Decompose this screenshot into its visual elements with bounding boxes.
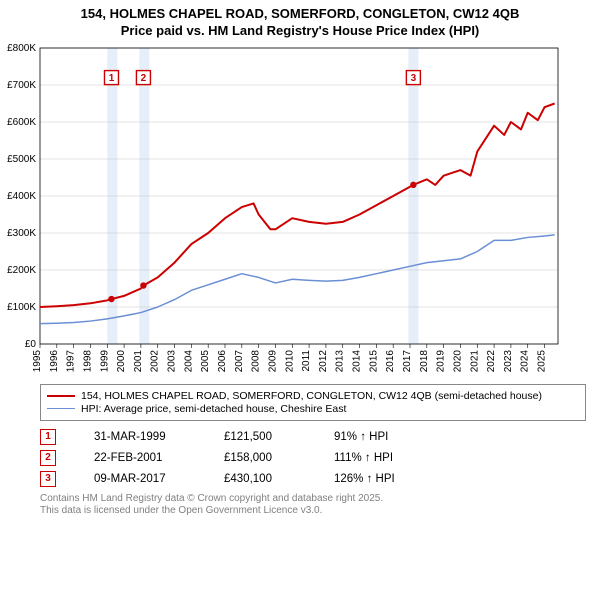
svg-text:2025: 2025 (537, 349, 548, 372)
svg-text:1998: 1998 (82, 349, 93, 372)
legend-label: 154, HOLMES CHAPEL ROAD, SOMERFORD, CONG… (81, 390, 542, 402)
svg-text:2008: 2008 (251, 349, 262, 372)
sale-marker-badge: 2 (40, 450, 56, 466)
svg-text:£600K: £600K (7, 117, 36, 128)
footer-line-1: Contains HM Land Registry data © Crown c… (40, 493, 586, 506)
legend: 154, HOLMES CHAPEL ROAD, SOMERFORD, CONG… (40, 384, 586, 421)
svg-text:£400K: £400K (7, 191, 36, 202)
sale-date: 31-MAR-1999 (94, 431, 224, 443)
svg-text:2001: 2001 (133, 349, 144, 372)
svg-text:£200K: £200K (7, 265, 36, 276)
svg-text:2024: 2024 (520, 349, 531, 372)
svg-text:3: 3 (411, 73, 417, 84)
footer-line-2: This data is licensed under the Open Gov… (40, 505, 586, 518)
svg-text:2002: 2002 (150, 349, 161, 372)
title-line-1: 154, HOLMES CHAPEL ROAD, SOMERFORD, CONG… (0, 6, 600, 23)
sale-marker-badge: 1 (40, 429, 56, 445)
title-line-2: Price paid vs. HM Land Registry's House … (0, 23, 600, 40)
svg-text:2011: 2011 (301, 349, 312, 371)
svg-text:2009: 2009 (267, 349, 278, 372)
sale-price: £430,100 (224, 473, 334, 485)
chart-container: { "title": { "line1": "154, HOLMES CHAPE… (0, 0, 600, 590)
sale-date: 09-MAR-2017 (94, 473, 224, 485)
legend-item: 154, HOLMES CHAPEL ROAD, SOMERFORD, CONG… (47, 390, 579, 402)
chart-title: 154, HOLMES CHAPEL ROAD, SOMERFORD, CONG… (0, 0, 600, 40)
svg-text:2003: 2003 (167, 349, 178, 372)
sale-pct: 91% ↑ HPI (334, 431, 454, 443)
svg-text:£700K: £700K (7, 80, 36, 91)
price-chart: £0 £100K £200K £300K £400K £500K £600K £700K £80… (0, 40, 572, 380)
svg-text:2017: 2017 (402, 349, 413, 372)
sale-price: £121,500 (224, 431, 334, 443)
legend-label: HPI: Average price, semi-detached house,… (81, 403, 346, 415)
svg-text:2012: 2012 (318, 349, 329, 372)
svg-text:1995: 1995 (32, 349, 43, 372)
svg-text:2016: 2016 (385, 349, 396, 372)
sale-row: 3 09-MAR-2017£430,100126% ↑ HPI (40, 471, 586, 487)
svg-text:2006: 2006 (217, 349, 228, 372)
svg-text:£0: £0 (25, 339, 37, 350)
footer-attribution: Contains HM Land Registry data © Crown c… (40, 493, 586, 518)
svg-text:2021: 2021 (469, 349, 480, 372)
svg-text:1: 1 (109, 73, 115, 84)
svg-text:£500K: £500K (7, 154, 36, 165)
sale-row: 2 22-FEB-2001£158,000111% ↑ HPI (40, 450, 586, 466)
svg-text:2015: 2015 (368, 349, 379, 372)
svg-text:2: 2 (141, 73, 147, 84)
svg-text:2023: 2023 (503, 349, 514, 372)
sale-pct: 126% ↑ HPI (334, 473, 454, 485)
legend-swatch (47, 408, 75, 409)
svg-text:2007: 2007 (234, 349, 245, 372)
svg-text:2018: 2018 (419, 349, 430, 372)
svg-text:2020: 2020 (452, 349, 463, 372)
svg-text:2010: 2010 (284, 349, 295, 372)
svg-text:1997: 1997 (66, 349, 77, 372)
svg-text:£300K: £300K (7, 228, 36, 239)
sale-row: 1 31-MAR-1999£121,50091% ↑ HPI (40, 429, 586, 445)
svg-text:£800K: £800K (7, 43, 36, 54)
sale-date: 22-FEB-2001 (94, 452, 224, 464)
svg-text:1999: 1999 (99, 349, 110, 372)
svg-text:2013: 2013 (335, 349, 346, 372)
svg-text:1996: 1996 (49, 349, 60, 372)
sale-price: £158,000 (224, 452, 334, 464)
svg-text:2000: 2000 (116, 349, 127, 372)
legend-item: HPI: Average price, semi-detached house,… (47, 403, 579, 415)
svg-text:2022: 2022 (486, 349, 497, 372)
svg-text:2005: 2005 (200, 349, 211, 372)
legend-swatch (47, 395, 75, 397)
svg-text:£100K: £100K (7, 302, 36, 313)
sales-table: 1 31-MAR-1999£121,50091% ↑ HPI 2 22-FEB-200… (40, 429, 586, 487)
svg-text:2004: 2004 (183, 349, 194, 372)
svg-text:2014: 2014 (352, 349, 363, 372)
svg-text:2019: 2019 (436, 349, 447, 372)
sale-marker-badge: 3 (40, 471, 56, 487)
sale-pct: 111% ↑ HPI (334, 452, 454, 464)
